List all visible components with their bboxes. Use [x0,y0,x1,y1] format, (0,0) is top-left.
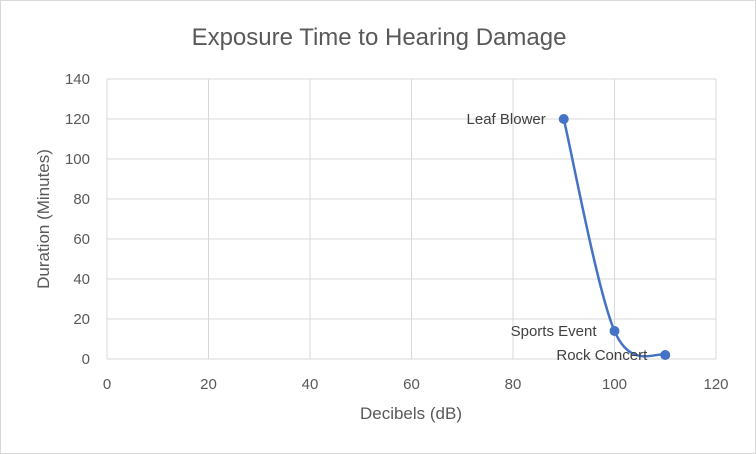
data-point [609,326,620,336]
y-axis-title: Duration (Minutes) [34,149,53,289]
data-point [660,350,671,360]
series-line [562,118,666,358]
x-tick-label: 80 [505,376,522,393]
series-layer [558,114,671,360]
y-tick-label: 100 [65,151,90,168]
data-point-label: Rock Concert [556,347,648,364]
data-point [558,114,569,124]
label-layer: Leaf Blower Sports Event Rock Concert [467,111,649,364]
x-tick-label: 60 [403,376,420,393]
chart-title: Exposure Time to Hearing Damage [192,24,567,51]
y-tick-label: 120 [65,111,90,128]
grid-layer [106,78,717,360]
tick-layer: 0 20 40 60 80 100 120 140 0 20 40 60 80 100 120 [65,71,729,393]
x-axis-title: Decibels (dB) [360,404,462,423]
data-point-label: Leaf Blower [467,111,546,128]
x-tick-label: 100 [602,376,627,393]
y-tick-label: 60 [73,231,90,248]
y-tick-label: 140 [65,71,90,88]
x-tick-label: 40 [302,376,319,393]
x-tick-label: 120 [703,376,728,393]
y-tick-label: 40 [73,271,90,288]
data-point-label: Sports Event [511,323,598,340]
y-tick-label: 20 [73,311,90,328]
x-tick-label: 0 [103,376,111,393]
x-tick-label: 20 [200,376,217,393]
y-tick-label: 80 [73,191,90,208]
y-tick-label: 0 [82,351,90,368]
